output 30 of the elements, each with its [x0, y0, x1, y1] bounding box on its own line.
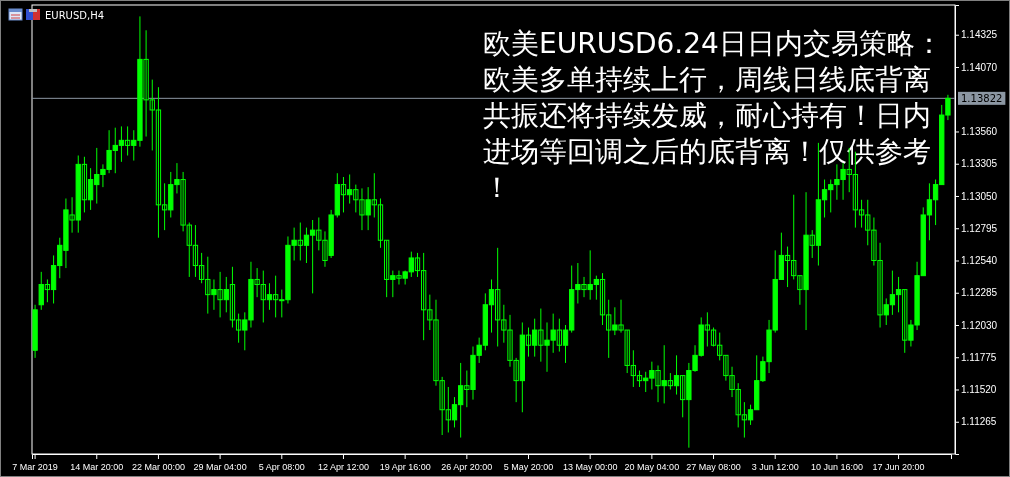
y-tick-label: 1.11775	[961, 351, 997, 363]
y-tick-label: 1.14325	[961, 29, 998, 41]
y-tick-label: 1.12285	[961, 287, 998, 299]
y-tick-label: 1.13560	[961, 126, 998, 138]
x-tick-label: 7 Mar 2019	[12, 462, 58, 473]
y-tick-label: 1.11265	[961, 416, 997, 428]
x-tick-label: 27 May 08:00	[686, 462, 741, 473]
x-tick-label: 19 Apr 16:00	[379, 462, 431, 473]
text: EURUSD,H4	[45, 10, 105, 21]
x-tick-label: 22 Mar 00:00	[131, 462, 185, 473]
x-tick-label: 26 Apr 20:00	[441, 462, 493, 473]
x-tick-label: 3 Jun 12:00	[751, 462, 799, 473]
x-tick-label: 14 Mar 20:00	[70, 462, 124, 473]
x-tick-label: 10 Jun 16:00	[810, 462, 863, 473]
x-tick-label: 17 Jun 20:00	[872, 462, 925, 473]
y-tick-label: 1.12030	[961, 319, 998, 331]
y-tick-label: 1.12540	[961, 255, 998, 267]
x-tick-label: 5 Apr 08:00	[258, 462, 305, 473]
y-tick-label: 1.14070	[961, 61, 998, 73]
annotation: 欧美EURUSD6.24日日内交易策略：欧美多单持续上行，周线日线底背离共振还将持续发威，耐心持有！日内进场等回调之后的底背离！仅供参考！	[483, 27, 943, 204]
y-tick-label: 1.13305	[961, 158, 998, 170]
x-tick-label: 29 Mar 04:00	[193, 462, 247, 473]
x-tick-label: 20 May 04:00	[624, 462, 680, 473]
x-tick-label: 12 Apr 12:00	[317, 462, 369, 473]
x-tick-label: 5 May 20:00	[503, 462, 554, 473]
y-tick-label: 1.13050	[961, 190, 998, 202]
ref-line-label: 1.13822	[961, 92, 1003, 104]
x-tick-label: 13 May 00:00	[562, 462, 618, 473]
y-tick-label: 1.11520	[961, 384, 997, 396]
y-tick-label: 1.12795	[961, 222, 998, 234]
